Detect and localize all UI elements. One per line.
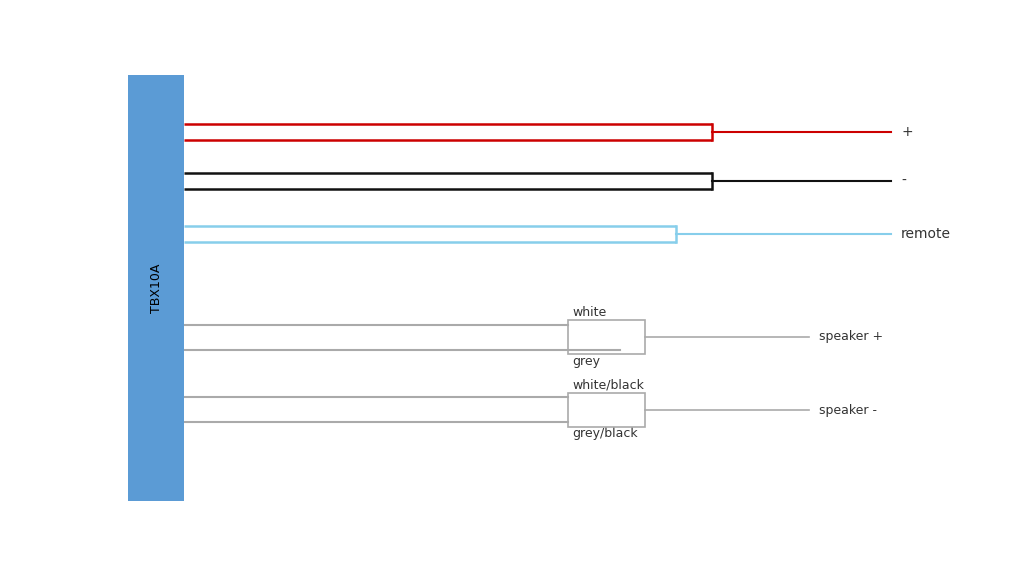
Text: TBX10A: TBX10A (150, 263, 163, 313)
Text: speaker +: speaker + (819, 331, 884, 343)
Bar (128, 75, 184, 501)
Text: white/black: white/black (572, 378, 644, 392)
Text: speaker -: speaker - (819, 404, 878, 416)
Text: white: white (572, 305, 606, 319)
Text: remote: remote (901, 228, 951, 241)
Text: grey/black: grey/black (572, 427, 638, 441)
Text: +: + (901, 125, 912, 139)
Text: -: - (901, 174, 906, 188)
Text: grey: grey (572, 355, 600, 369)
Bar (568, 320, 645, 354)
Bar (568, 393, 645, 427)
